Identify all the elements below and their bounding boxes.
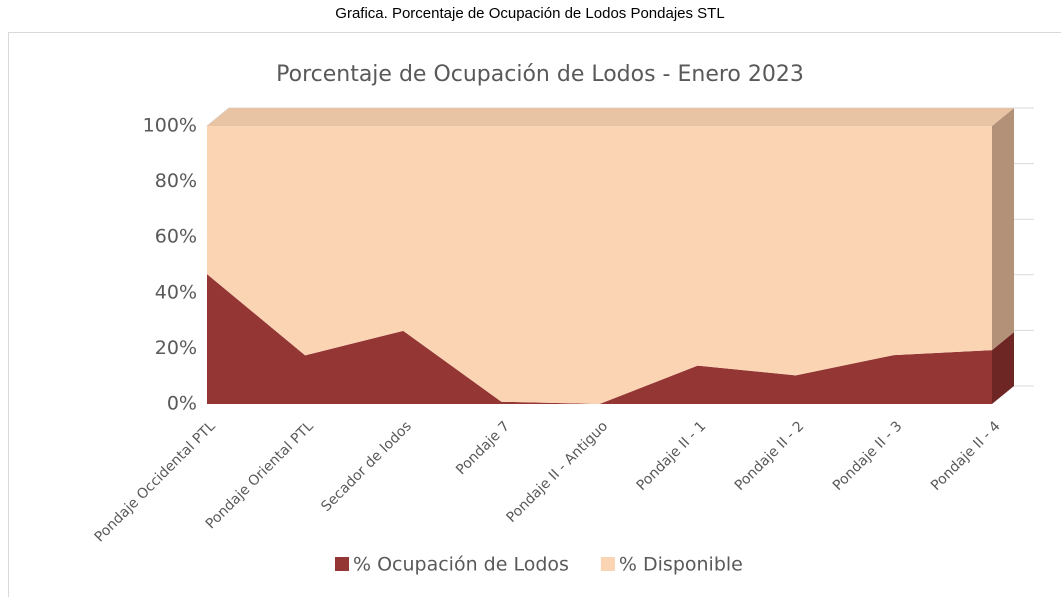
chart-title: Porcentaje de Ocupación de Lodos - Enero… bbox=[276, 62, 804, 87]
area-side bbox=[992, 332, 1014, 404]
y-tick-label: 80% bbox=[155, 170, 197, 192]
area bbox=[207, 274, 992, 404]
x-tick-label: Pondaje 7 bbox=[453, 418, 513, 478]
x-tick-label: Pondaje II - 4 bbox=[928, 418, 1004, 494]
area-side bbox=[992, 108, 1014, 351]
x-tick-label: Pondaje Oriental PTL bbox=[203, 418, 317, 532]
x-tick-label: Pondaje II - 2 bbox=[732, 418, 808, 494]
y-tick-label: 20% bbox=[155, 337, 197, 359]
legend-label: % Disponible bbox=[619, 554, 743, 576]
caption: Grafica. Porcentaje de Ocupación de Lodo… bbox=[335, 5, 724, 22]
legend-label: % Ocupación de Lodos bbox=[353, 554, 569, 576]
y-tick-label: 100% bbox=[143, 115, 197, 137]
area-top bbox=[207, 108, 1014, 126]
area bbox=[207, 126, 992, 404]
y-tick-label: 0% bbox=[167, 393, 197, 415]
legend-swatch bbox=[600, 557, 615, 571]
chart-border bbox=[8, 32, 1061, 597]
x-tick-label: Pondaje Occidental PTL bbox=[92, 418, 219, 545]
y-tick-label: 60% bbox=[155, 226, 197, 248]
x-tick-label: Pondaje II - Antiguo bbox=[504, 418, 612, 526]
x-tick-label: Pondaje II - 1 bbox=[634, 418, 710, 494]
x-tick-label: Pondaje II - 3 bbox=[830, 418, 906, 494]
y-tick-label: 40% bbox=[155, 281, 197, 303]
x-tick-label: Secador de lodos bbox=[318, 418, 415, 515]
legend-swatch bbox=[335, 557, 349, 571]
